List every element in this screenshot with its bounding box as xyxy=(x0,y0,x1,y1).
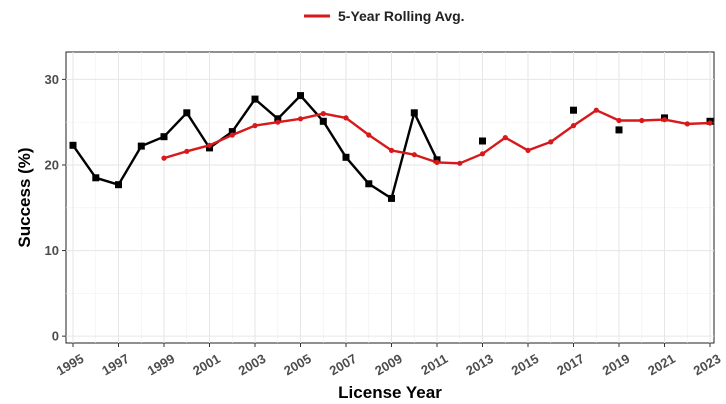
x-tick-label: 2015 xyxy=(509,351,542,378)
y-axis-title: Success (%) xyxy=(15,147,34,247)
data-point-rolling-avg xyxy=(411,152,417,158)
x-tick-label: 2013 xyxy=(463,351,496,378)
x-tick-label: 2023 xyxy=(691,351,724,378)
data-point-rolling-avg xyxy=(161,155,167,161)
x-tick-label: 2019 xyxy=(600,351,633,378)
data-point-rolling-avg xyxy=(525,147,531,153)
data-point-rolling-avg xyxy=(593,107,599,113)
data-point-rolling-avg xyxy=(661,117,668,123)
grid xyxy=(66,52,714,343)
data-point-rolling-avg xyxy=(570,123,577,129)
data-point-rolling-avg xyxy=(275,119,281,125)
data-point-rolling-avg xyxy=(457,160,463,166)
x-tick-label: 2001 xyxy=(190,351,223,378)
x-tick-label: 1995 xyxy=(54,351,87,378)
data-point-rolling-avg xyxy=(366,132,372,138)
data-point-annual xyxy=(251,95,259,103)
data-point-rolling-avg xyxy=(320,111,326,117)
data-point-annual xyxy=(342,153,350,161)
data-point-rolling-avg xyxy=(616,117,622,124)
x-tick-label: 2007 xyxy=(327,351,360,378)
y-tick-label: 20 xyxy=(45,157,59,172)
data-point-annual xyxy=(137,142,145,150)
data-point-annual xyxy=(160,133,168,141)
data-point-rolling-avg xyxy=(548,139,554,145)
data-point-rolling-avg xyxy=(184,148,190,154)
x-tick-label: 2011 xyxy=(418,351,450,378)
y-tick-label: 0 xyxy=(52,329,59,344)
legend-label-rolling-avg: 5-Year Rolling Avg. xyxy=(338,8,465,24)
data-point-rolling-avg xyxy=(434,159,440,165)
data-point-annual xyxy=(388,194,395,202)
y-tick-label: 30 xyxy=(45,72,59,87)
data-point-annual xyxy=(365,180,373,188)
x-axis-title: License Year xyxy=(338,383,442,402)
data-point-rolling-avg xyxy=(684,121,690,127)
x-tick-label: 1997 xyxy=(99,351,132,378)
data-point-annual xyxy=(570,106,577,114)
data-point-rolling-avg xyxy=(479,151,486,157)
data-point-annual xyxy=(297,92,304,100)
data-point-annual xyxy=(615,126,623,134)
data-point-annual xyxy=(479,137,486,145)
data-point-rolling-avg xyxy=(252,123,258,129)
x-tick-label: 1999 xyxy=(145,351,178,378)
data-point-annual xyxy=(319,117,327,125)
data-point-annual xyxy=(274,115,282,123)
x-tick-label: 2009 xyxy=(372,351,405,378)
data-point-rolling-avg xyxy=(707,120,713,126)
data-point-rolling-avg xyxy=(297,116,304,122)
data-point-rolling-avg xyxy=(388,147,395,153)
x-tick-label: 2017 xyxy=(554,351,587,378)
data-point-annual xyxy=(92,174,100,182)
x-tick-label: 2003 xyxy=(236,351,269,378)
data-point-rolling-avg xyxy=(343,115,349,121)
series-layer xyxy=(69,92,714,202)
data-point-annual xyxy=(410,109,418,117)
x-tick-label: 2005 xyxy=(281,351,314,378)
x-tick-label: 2021 xyxy=(645,351,678,378)
data-point-rolling-avg xyxy=(639,117,645,124)
y-tick-label: 10 xyxy=(45,243,59,258)
data-point-annual xyxy=(115,181,122,189)
data-point-rolling-avg xyxy=(229,132,235,138)
data-point-rolling-avg xyxy=(502,135,508,141)
data-point-rolling-avg xyxy=(206,142,213,148)
data-point-annual xyxy=(228,128,236,136)
series-rolling xyxy=(161,107,713,166)
data-point-annual xyxy=(183,109,191,117)
legend: 5-Year Rolling Avg. xyxy=(304,8,465,24)
data-point-annual xyxy=(69,141,77,149)
